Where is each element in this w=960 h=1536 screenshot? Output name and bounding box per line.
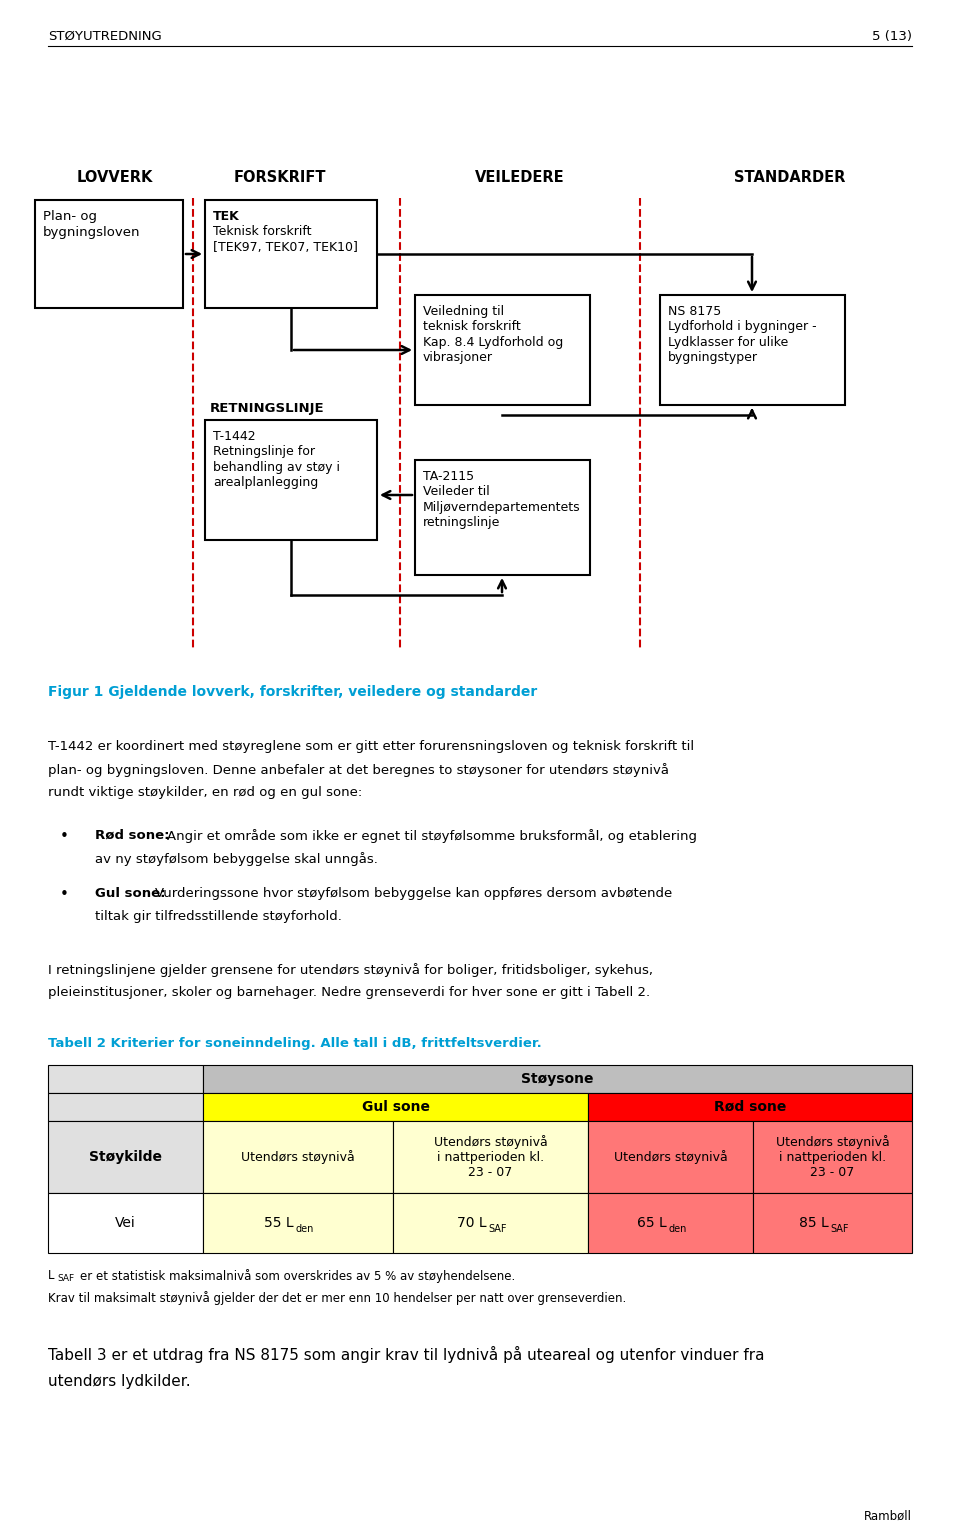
Text: Miljøverndepartementets: Miljøverndepartementets [423,501,581,513]
Text: Støysone: Støysone [521,1072,593,1086]
Text: Støykilde: Støykilde [89,1150,162,1164]
Text: I retningslinjene gjelder grensene for utendørs støynivå for boliger, fritidsbol: I retningslinjene gjelder grensene for u… [48,963,653,977]
Text: STANDARDER: STANDARDER [734,170,846,184]
Bar [415,459,590,574]
Text: NS 8175: NS 8175 [668,306,721,318]
Text: utendørs lydkilder.: utendørs lydkilder. [48,1375,191,1389]
Text: vibrasjoner: vibrasjoner [423,350,493,364]
Bar [203,1064,912,1094]
Text: 65 L: 65 L [636,1217,666,1230]
Text: arealplanlegging: arealplanlegging [213,476,319,488]
Text: VEILEDERE: VEILEDERE [475,170,564,184]
Text: Tabell 3 er et utdrag fra NS 8175 som angir krav til lydnivå på uteareal og uten: Tabell 3 er et utdrag fra NS 8175 som an… [48,1346,764,1362]
Text: LOVVERK: LOVVERK [77,170,154,184]
Text: Vurderingssone hvor støyfølsom bebyggelse kan oppføres dersom avbøtende: Vurderingssone hvor støyfølsom bebyggels… [155,886,672,900]
Bar [205,200,377,309]
Text: SAF: SAF [489,1224,507,1233]
Text: •: • [60,886,69,902]
Bar [48,1121,203,1193]
Text: TA-2115: TA-2115 [423,470,474,482]
Bar [660,295,845,406]
Text: 55 L: 55 L [264,1217,294,1230]
Text: Rød sone:: Rød sone: [95,829,170,842]
Bar [753,1121,912,1193]
Text: tiltak gir tilfredsstillende støyforhold.: tiltak gir tilfredsstillende støyforhold… [95,909,342,923]
Text: T-1442: T-1442 [213,430,255,442]
Bar [48,1193,203,1253]
Text: SAF: SAF [830,1224,849,1233]
Text: T-1442 er koordinert med støyreglene som er gitt etter forurensningsloven og tek: T-1442 er koordinert med støyreglene som… [48,740,694,753]
Text: FORSKRIFT: FORSKRIFT [233,170,326,184]
Text: Utendørs støynivå
i nattperioden kl.
23 - 07: Utendørs støynivå i nattperioden kl. 23 … [776,1135,889,1180]
Text: Retningslinje for: Retningslinje for [213,445,315,458]
Text: Veiledning til: Veiledning til [423,306,504,318]
Text: pleieinstitusjoner, skoler og barnehager. Nedre grenseverdi for hver sone er git: pleieinstitusjoner, skoler og barnehager… [48,986,650,998]
Text: er et statistisk maksimalnivå som overskrides av 5 % av støyhendelsene.: er et statistisk maksimalnivå som oversk… [80,1269,516,1283]
Text: plan- og bygningsloven. Denne anbefaler at det beregnes to støysoner for utendør: plan- og bygningsloven. Denne anbefaler … [48,763,669,777]
Text: bygningsloven: bygningsloven [43,226,140,240]
Bar [203,1094,588,1121]
Bar [415,295,590,406]
Text: 70 L: 70 L [457,1217,487,1230]
Text: retningslinje: retningslinje [423,516,500,528]
Bar [203,1121,393,1193]
Text: STØYUTREDNING: STØYUTREDNING [48,31,161,43]
Text: Gul sone:: Gul sone: [95,886,165,900]
Text: Teknisk forskrift: Teknisk forskrift [213,226,311,238]
Text: Utendørs støynivå: Utendørs støynivå [241,1150,355,1164]
Text: [TEK97, TEK07, TEK10]: [TEK97, TEK07, TEK10] [213,241,358,253]
Text: Lydforhold i bygninger -: Lydforhold i bygninger - [668,321,817,333]
Text: Lydklasser for ulike: Lydklasser for ulike [668,335,788,349]
Text: behandling av støy i: behandling av støy i [213,461,340,473]
Text: Gul sone: Gul sone [362,1100,429,1114]
Text: SAF: SAF [57,1273,74,1283]
Text: av ny støyfølsom bebyggelse skal unngås.: av ny støyfølsom bebyggelse skal unngås. [95,852,378,866]
Text: den: den [296,1224,314,1233]
Text: RETNINGSLINJE: RETNINGSLINJE [210,402,324,415]
Text: rundt viktige støykilder, en rød og en gul sone:: rundt viktige støykilder, en rød og en g… [48,786,362,799]
Text: 5 (13): 5 (13) [872,31,912,43]
Text: Veileder til: Veileder til [423,485,490,498]
Text: Utendørs støynivå
i nattperioden kl.
23 - 07: Utendørs støynivå i nattperioden kl. 23 … [434,1135,547,1180]
Bar [35,200,183,309]
Bar [205,419,377,541]
Bar [393,1121,588,1193]
Text: L: L [48,1269,55,1283]
Bar [48,1094,203,1121]
Text: Utendørs støynivå: Utendørs støynivå [613,1150,728,1164]
Text: den: den [668,1224,686,1233]
Text: Vei: Vei [115,1217,136,1230]
Bar [203,1193,393,1253]
Text: Figur 1 Gjeldende lovverk, forskrifter, veiledere og standarder: Figur 1 Gjeldende lovverk, forskrifter, … [48,685,538,699]
Bar [393,1193,588,1253]
Text: Kap. 8.4 Lydforhold og: Kap. 8.4 Lydforhold og [423,335,564,349]
Text: Angir et område som ikke er egnet til støyfølsomme bruksformål, og etablering: Angir et område som ikke er egnet til st… [167,829,697,843]
Text: Rød sone: Rød sone [714,1100,786,1114]
Text: Tabell 2 Kriterier for soneinndeling. Alle tall i dB, frittfeltsverdier.: Tabell 2 Kriterier for soneinndeling. Al… [48,1037,541,1051]
Bar [48,1064,203,1094]
Bar [588,1094,912,1121]
Text: Rambøll: Rambøll [864,1510,912,1524]
Text: Plan- og: Plan- og [43,210,97,223]
Text: teknisk forskrift: teknisk forskrift [423,321,520,333]
Text: TEK: TEK [213,210,240,223]
Bar [753,1193,912,1253]
Text: Krav til maksimalt støynivå gjelder der det er mer enn 10 hendelser per natt ove: Krav til maksimalt støynivå gjelder der … [48,1290,626,1306]
Bar [588,1121,753,1193]
Text: •: • [60,829,69,843]
Bar [588,1193,753,1253]
Text: bygningstyper: bygningstyper [668,350,758,364]
Text: 85 L: 85 L [799,1217,828,1230]
